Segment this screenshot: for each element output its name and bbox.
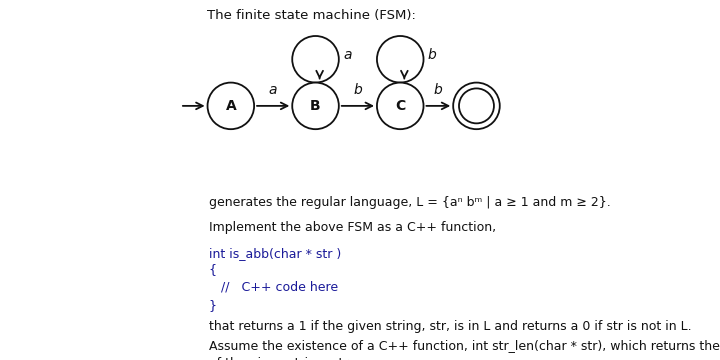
Text: Assume the existence of a C++ function, int str_len(char * str), which returns t: Assume the existence of a C++ function, …	[209, 340, 720, 353]
Text: of the given string, str.: of the given string, str.	[209, 357, 351, 360]
Text: }: }	[209, 299, 217, 312]
Text: Implement the above FSM as a C++ function,: Implement the above FSM as a C++ functio…	[209, 221, 496, 234]
Text: generates the regular language, L = {aⁿ bᵐ | a ≥ 1 and m ≥ 2}.: generates the regular language, L = {aⁿ …	[209, 196, 611, 209]
Text: C: C	[395, 99, 405, 113]
Text: b: b	[428, 48, 436, 62]
Text: A: A	[225, 99, 236, 113]
Text: The finite state machine (FSM):: The finite state machine (FSM):	[207, 9, 416, 22]
Circle shape	[459, 89, 494, 123]
Text: int is_abb(char * str ): int is_abb(char * str )	[209, 247, 341, 260]
Text: B: B	[310, 99, 321, 113]
Circle shape	[453, 82, 500, 129]
Text: a: a	[343, 48, 351, 62]
Circle shape	[377, 36, 423, 82]
Text: b: b	[354, 82, 362, 96]
Text: {: {	[209, 263, 217, 276]
Circle shape	[292, 36, 339, 82]
Text: that returns a 1 if the given string, str, is in L and returns a 0 if str is not: that returns a 1 if the given string, st…	[209, 320, 691, 333]
Text: a: a	[269, 82, 277, 96]
Circle shape	[377, 82, 423, 129]
Circle shape	[292, 82, 339, 129]
Text: //   C++ code here: // C++ code here	[222, 281, 338, 294]
Text: b: b	[434, 82, 443, 96]
Circle shape	[207, 82, 254, 129]
